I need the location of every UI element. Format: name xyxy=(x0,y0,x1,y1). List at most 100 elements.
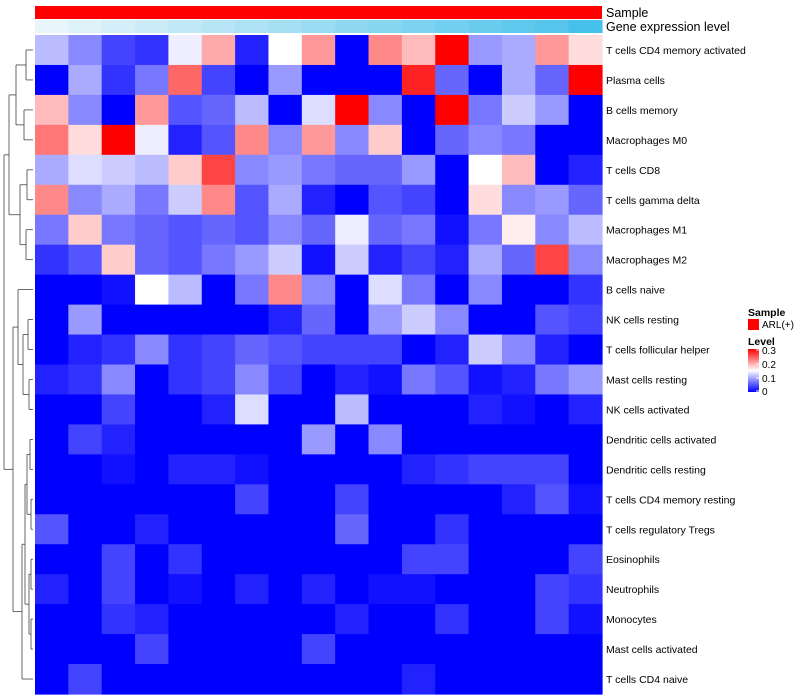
heatmap-cell xyxy=(235,454,270,485)
heatmap-cell xyxy=(301,634,336,665)
heatmap-cell xyxy=(35,124,69,156)
row-label: T cells CD4 naive xyxy=(606,674,688,686)
row-label: B cells memory xyxy=(606,105,679,117)
heatmap-cell xyxy=(168,634,203,665)
sample-legend-entry: ARL(+) xyxy=(762,320,794,331)
legend: Sample ARL(+) Level 0.3 0.2 0.1 0 xyxy=(748,307,794,398)
heatmap-cell xyxy=(535,214,570,246)
heatmap-cell xyxy=(35,484,69,515)
heatmap-cell xyxy=(235,544,270,575)
heatmap-cell xyxy=(68,184,103,216)
heatmap-cell xyxy=(235,424,270,455)
heatmap-cell xyxy=(468,35,503,66)
row-label: Dendritic cells resting xyxy=(606,464,706,476)
heatmap-cell xyxy=(535,154,570,186)
heatmap-cell xyxy=(401,304,436,336)
heatmap-cell xyxy=(435,394,470,426)
heatmap-cell xyxy=(468,574,503,605)
heatmap-cell xyxy=(501,454,536,485)
heatmap-cell xyxy=(568,514,603,545)
heatmap-cell xyxy=(468,514,503,545)
heatmap-cell xyxy=(168,94,203,126)
heatmap-cell xyxy=(368,424,403,455)
heatmap-cell xyxy=(168,304,203,336)
heatmap-cell xyxy=(35,664,69,695)
heatmap-cell xyxy=(468,544,503,575)
row-label: T cells follicular helper xyxy=(606,345,710,357)
heatmap-cell xyxy=(401,184,436,216)
heatmap-cell xyxy=(435,364,470,396)
heatmap-cell xyxy=(468,484,503,515)
heatmap-cell xyxy=(201,634,236,665)
row-label: Plasma cells xyxy=(606,75,665,87)
heatmap-cell xyxy=(501,94,536,126)
heatmap-cell xyxy=(335,124,370,156)
heatmap-cell xyxy=(201,484,236,515)
heatmap-cell xyxy=(568,214,603,246)
heatmap-cell xyxy=(135,544,170,575)
heatmap-cell xyxy=(435,514,470,545)
heatmap-cell xyxy=(201,364,236,396)
heatmap-cell xyxy=(301,214,336,246)
heatmap-cell xyxy=(335,64,370,96)
heatmap-cell xyxy=(135,604,170,635)
heatmap-cell xyxy=(301,454,336,485)
heatmap-cell xyxy=(435,544,470,575)
heatmap-cell xyxy=(401,94,436,126)
expression-annotation-cell xyxy=(201,20,236,33)
expression-annotation-cell xyxy=(501,20,536,33)
heatmap-cell xyxy=(368,154,403,186)
heatmap-cell xyxy=(501,154,536,186)
heatmap-cell xyxy=(101,214,136,246)
heatmap-cell xyxy=(268,35,303,66)
heatmap-cell xyxy=(35,154,69,186)
heatmap-cell xyxy=(268,664,303,695)
heatmap-cell xyxy=(201,154,236,186)
heatmap-cell xyxy=(568,64,603,96)
heatmap-cell xyxy=(501,634,536,665)
row-label: Neutrophils xyxy=(606,584,659,596)
expression-annotation-cell xyxy=(235,20,270,33)
heatmap-cell xyxy=(235,634,270,665)
row-label: NK cells resting xyxy=(606,315,679,327)
heatmap-cell xyxy=(268,394,303,426)
expression-annotation-cell xyxy=(168,20,203,33)
heatmap-cell xyxy=(201,544,236,575)
heatmap-cell xyxy=(201,664,236,695)
heatmap-cell xyxy=(268,484,303,515)
heatmap-cell xyxy=(535,64,570,96)
heatmap-cell xyxy=(235,64,270,96)
heatmap-cell xyxy=(235,664,270,695)
heatmap-cell xyxy=(501,334,536,366)
heatmap-cell xyxy=(568,35,603,66)
heatmap-cell xyxy=(268,574,303,605)
sample-annotation-bar xyxy=(35,6,602,19)
heatmap-cell xyxy=(468,604,503,635)
heatmap-cell xyxy=(401,124,436,156)
heatmap-cell xyxy=(368,274,403,306)
row-label: Macrophages M0 xyxy=(606,135,687,147)
heatmap-cell xyxy=(168,334,203,366)
heatmap-cell xyxy=(235,154,270,186)
heatmap-cell xyxy=(301,364,336,396)
heatmap-cell xyxy=(201,394,236,426)
heatmap-cell xyxy=(468,154,503,186)
row-label: Macrophages M1 xyxy=(606,225,687,237)
heatmap-cell xyxy=(268,94,303,126)
heatmap-cell xyxy=(368,304,403,336)
heatmap-cell xyxy=(201,124,236,156)
heatmap-cell xyxy=(35,94,69,126)
heatmap-cell xyxy=(101,544,136,575)
heatmap-cell xyxy=(235,334,270,366)
heatmap-cell xyxy=(535,484,570,515)
heatmap-cell xyxy=(401,35,436,66)
heatmap-cell xyxy=(68,154,103,186)
heatmap-cell xyxy=(368,334,403,366)
heatmap-cell xyxy=(568,304,603,336)
heatmap-cell xyxy=(401,244,436,276)
heatmap-cell xyxy=(335,214,370,246)
row-label: B cells naive xyxy=(606,285,665,297)
heatmap-cell xyxy=(68,604,103,635)
heatmap-cell xyxy=(168,394,203,426)
